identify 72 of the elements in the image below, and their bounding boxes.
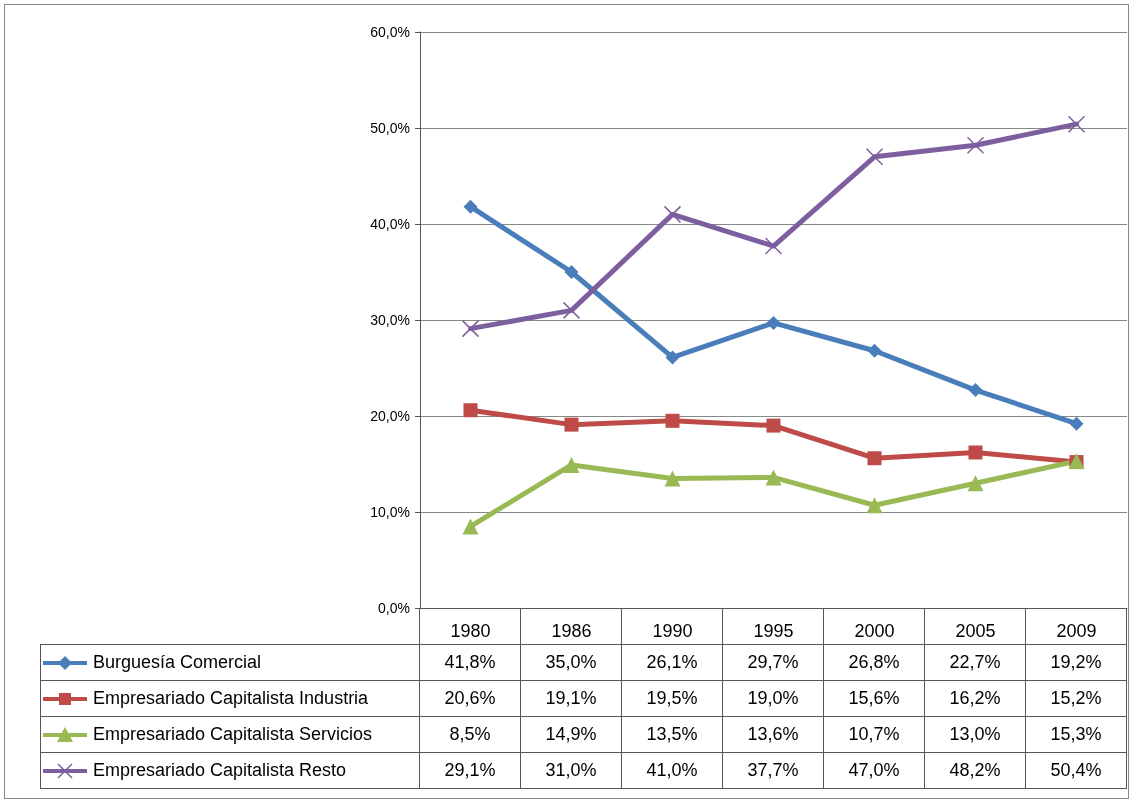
y-tick-label: 10,0% <box>370 504 410 520</box>
data-label: 37,7% <box>722 752 824 789</box>
data-label: 20,6% <box>419 680 521 717</box>
x-tick-label: 1995 <box>753 621 794 641</box>
point <box>1069 416 1084 431</box>
point <box>968 445 983 460</box>
data-label: 16,2% <box>924 680 1026 717</box>
point <box>764 237 783 255</box>
data-label: 19,0% <box>722 680 824 717</box>
x-tick-label: 1980 <box>450 621 491 641</box>
data-label: 15,3% <box>1025 716 1127 753</box>
point <box>665 413 680 428</box>
data-label: 14,9% <box>520 716 622 753</box>
y-tick-label: 20,0% <box>370 408 410 424</box>
data-label: 29,7% <box>722 644 824 681</box>
legend-label: Empresariado Capitalista Servicios <box>93 723 373 744</box>
point <box>966 136 985 155</box>
y-tick-label: 50,0% <box>370 120 410 136</box>
data-label: 19,5% <box>621 680 723 717</box>
data-label: 50,4% <box>1025 752 1127 789</box>
x-tick-label: 2005 <box>955 621 996 641</box>
x-tick-label: 2009 <box>1056 621 1097 641</box>
data-label: 8,5% <box>419 716 521 753</box>
point <box>564 265 579 279</box>
legend-label: Burguesía Comercial <box>93 651 262 672</box>
x-tick-label: 1986 <box>551 621 592 641</box>
point <box>967 475 984 492</box>
point <box>867 451 882 466</box>
legend-label: Empresariado Capitalista Resto <box>93 759 347 780</box>
data-label: 22,7% <box>924 644 1026 681</box>
y-tick-label: 40,0% <box>370 216 410 232</box>
point <box>766 315 781 330</box>
point <box>665 350 680 365</box>
point <box>463 199 478 214</box>
data-label: 13,5% <box>621 716 723 753</box>
legend-label: Empresariado Capitalista Industria <box>93 687 369 708</box>
data-label: 26,8% <box>823 644 925 681</box>
data-label: 31,0% <box>520 752 622 789</box>
point <box>562 301 581 320</box>
point <box>866 497 883 514</box>
point <box>765 469 782 486</box>
y-tick-label: 60,0% <box>370 24 410 40</box>
data-label: 35,0% <box>520 644 622 681</box>
point <box>664 470 681 487</box>
data-label: 19,1% <box>520 680 622 717</box>
x-tick-label: 1990 <box>652 621 693 641</box>
y-tick-label: 0,0% <box>378 600 410 616</box>
point <box>461 319 480 338</box>
data-label: 13,0% <box>924 716 1026 753</box>
data-label: 26,1% <box>621 644 723 681</box>
data-label: 29,1% <box>419 752 521 789</box>
x-tick-label: 2000 <box>854 621 895 641</box>
point <box>463 403 478 418</box>
point <box>1067 115 1086 133</box>
point <box>663 205 682 224</box>
data-label: 15,6% <box>823 680 925 717</box>
y-tick-label: 30,0% <box>370 312 410 328</box>
data-label: 13,6% <box>722 716 824 753</box>
data-label: 47,0% <box>823 752 925 789</box>
point <box>563 456 580 473</box>
data-label: 48,2% <box>924 752 1026 789</box>
data-label: 41,8% <box>419 644 521 681</box>
point <box>867 343 882 358</box>
data-label: 15,2% <box>1025 680 1127 717</box>
point <box>865 148 884 166</box>
data-label: 41,0% <box>621 752 723 789</box>
point <box>564 417 579 432</box>
data-label: 10,7% <box>823 716 925 753</box>
data-label: 19,2% <box>1025 644 1127 681</box>
point <box>766 418 781 433</box>
point <box>968 383 983 398</box>
point <box>462 518 479 535</box>
